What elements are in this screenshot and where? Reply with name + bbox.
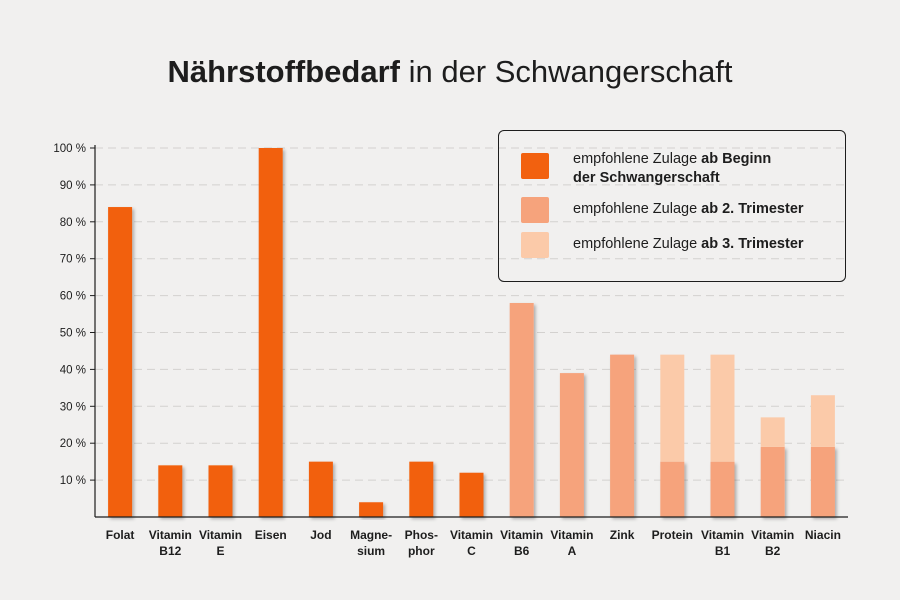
bar-series-1 <box>108 207 133 518</box>
axes <box>94 145 848 518</box>
bar-series-2 <box>610 354 635 517</box>
x-category-label: Protein <box>652 528 693 542</box>
x-category-label: Vitamin <box>149 528 192 542</box>
bar-series-1 <box>308 461 333 517</box>
bar-series-2 <box>810 446 835 517</box>
bar-series-3 <box>760 417 785 447</box>
legend-swatch-trimester-2 <box>521 197 549 223</box>
title-bold-part: Nährstoffbedarf <box>167 54 400 89</box>
legend-label-trimester-3: empfohlene Zulage ab 3. Trimester <box>573 236 804 252</box>
x-category-label: B6 <box>514 544 530 558</box>
bar-series-2 <box>760 446 785 517</box>
legend-swatch-start <box>521 153 549 179</box>
bar-series-2 <box>559 373 584 517</box>
y-tick-label: 50 % <box>60 328 86 340</box>
bar-series-2 <box>660 461 685 517</box>
x-category-label: Jod <box>310 528 331 542</box>
bar-series-3 <box>660 354 685 462</box>
y-tick-label: 30 % <box>60 401 86 413</box>
bar-series-1 <box>258 148 283 517</box>
bar-series-3 <box>710 354 735 462</box>
y-axis-ticks: 10 % 20 % 30 % 40 % 50 % 60 % 70 % 80 % 90 % 100 … <box>53 143 95 487</box>
chart-title: Nährstoffbedarf in der Schwangerschaft <box>0 54 900 90</box>
legend-label-trimester-2: empfohlene Zulage ab 2. Trimester <box>573 201 804 217</box>
x-category-label: Magne- <box>350 528 392 542</box>
x-category-label: Vitamin <box>751 528 794 542</box>
bar-series-1 <box>409 461 434 517</box>
bar-series-1 <box>359 502 384 517</box>
y-tick-label: 80 % <box>60 217 86 229</box>
x-category-label: Vitamin <box>500 528 543 542</box>
x-category-label: B2 <box>765 544 781 558</box>
legend: empfohlene Zulage ab Beginn der Schwanger… <box>498 130 846 282</box>
legend-swatch-trimester-3 <box>521 232 549 258</box>
x-category-label: A <box>568 544 577 558</box>
bar-series-2 <box>710 461 735 517</box>
y-tick-label: 60 % <box>60 291 86 303</box>
x-category-label: Niacin <box>805 528 841 542</box>
bar-series-1 <box>208 465 233 517</box>
legend-label-start: empfohlene Zulage ab Beginn der Schwanger… <box>573 151 772 186</box>
bar-series-2 <box>509 302 534 517</box>
x-category-label: phor <box>408 544 435 558</box>
bars <box>108 148 835 518</box>
x-category-label: sium <box>357 544 385 558</box>
bar-series-1 <box>459 472 484 517</box>
bar-series-1 <box>158 465 183 517</box>
y-tick-label: 40 % <box>60 364 86 376</box>
x-axis-labels: Folat Vitamin B12 Vitamin E Eisen Jod Magne-siu… <box>106 528 841 558</box>
x-category-label: Folat <box>106 528 135 542</box>
y-tick-label: 20 % <box>60 438 86 450</box>
x-category-label: Vitamin <box>701 528 744 542</box>
x-category-label: Eisen <box>255 528 287 542</box>
x-category-label: B1 <box>715 544 731 558</box>
y-tick-label: 70 % <box>60 254 86 266</box>
x-category-label: E <box>216 544 224 558</box>
x-category-label: Vitamin <box>550 528 593 542</box>
x-category-label: Phos- <box>405 528 438 542</box>
y-tick-label: 100 % <box>53 143 86 155</box>
bar-series-3 <box>810 395 835 447</box>
x-category-label: B12 <box>159 544 181 558</box>
x-category-label: Vitamin <box>450 528 493 542</box>
x-category-label: C <box>467 544 476 558</box>
x-category-label: Vitamin <box>199 528 242 542</box>
y-tick-label: 10 % <box>60 475 86 487</box>
title-normal-part: in der Schwangerschaft <box>399 54 733 89</box>
x-category-label: Zink <box>610 528 635 542</box>
y-tick-label: 90 % <box>60 180 86 192</box>
